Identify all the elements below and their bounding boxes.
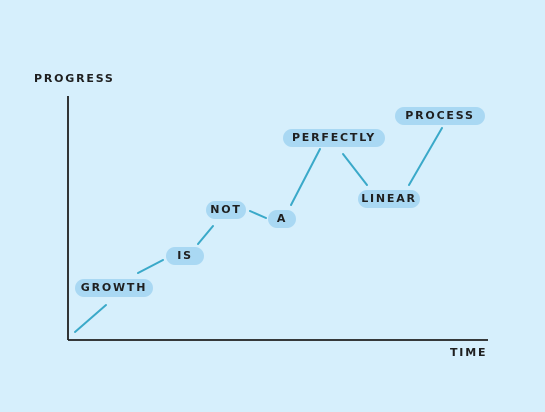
word-pill-is: IS bbox=[166, 247, 204, 265]
word-pill-linear: LINEAR bbox=[358, 190, 420, 208]
connector-start-growth bbox=[74, 304, 107, 333]
connector-growth-is bbox=[137, 259, 164, 274]
word-pill-growth: GROWTH bbox=[75, 279, 153, 297]
word-pill-not: NOT bbox=[206, 201, 246, 219]
y-axis-label: PROGRESS bbox=[34, 72, 115, 85]
connector-linear-process bbox=[408, 127, 443, 186]
connector-is-not bbox=[197, 225, 214, 245]
x-axis-label: TIME bbox=[450, 346, 488, 359]
word-pill-a: A bbox=[268, 210, 296, 228]
word-pill-process: PROCESS bbox=[395, 107, 485, 125]
connector-a-perfectly bbox=[290, 148, 321, 206]
connector-not-a bbox=[249, 210, 267, 219]
word-pill-perfectly: PERFECTLY bbox=[283, 129, 385, 147]
connector-perfectly-linear bbox=[342, 153, 368, 186]
